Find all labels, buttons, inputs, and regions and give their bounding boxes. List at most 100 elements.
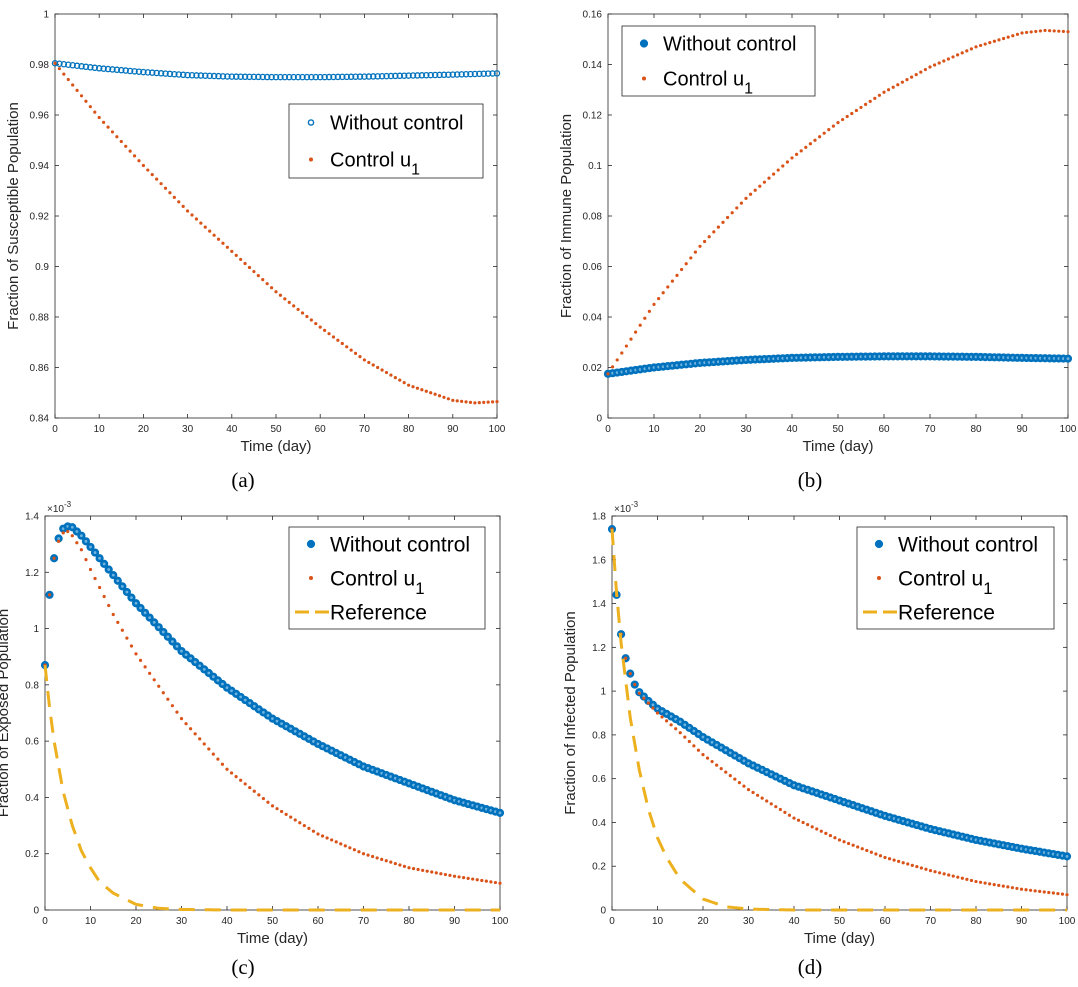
legend-marker-dot [642, 76, 646, 81]
y-tick-label: 1.4 [25, 512, 39, 523]
data-point [471, 70, 479, 78]
data-point [498, 881, 502, 885]
data-point [193, 72, 200, 79]
data-point [847, 841, 851, 846]
data-point [331, 335, 336, 339]
x-tick-label: 20 [694, 424, 706, 435]
data-point [445, 71, 452, 78]
data-point [143, 665, 147, 669]
data-point [938, 871, 942, 875]
y-tick-label: 0.6 [25, 737, 39, 748]
data-point [330, 838, 334, 842]
data-point [186, 209, 190, 213]
data-point [651, 706, 655, 710]
data-point-highlight [719, 746, 723, 749]
x-tick-label: 40 [221, 916, 233, 927]
y-axis-label: Fraction of Susceptible Population [5, 102, 22, 330]
data-point-highlight [728, 751, 732, 755]
data-point [792, 816, 796, 820]
data-point [348, 846, 352, 850]
data-point [687, 739, 691, 744]
y-axis-label: Fraction of Infected Population [562, 611, 579, 814]
legend-entry-control-u: Control u1 [898, 567, 993, 597]
panel-label: (c) [231, 955, 254, 979]
legend-marker-dot [309, 576, 313, 580]
data-point [349, 348, 353, 352]
data-point [135, 68, 143, 75]
data-point [66, 529, 70, 534]
data-point [352, 848, 356, 852]
y-tick-label: 0.88 [30, 313, 50, 324]
y-tick-label: 0.08 [583, 212, 603, 223]
data-point [928, 869, 933, 873]
data-point [733, 777, 737, 781]
data-point-highlight [175, 644, 179, 648]
data-point-highlight [334, 751, 338, 755]
data-point [642, 696, 646, 700]
data-point-highlight [111, 573, 115, 577]
data-point [305, 314, 309, 319]
data-point [162, 70, 169, 77]
reference-line [43, 664, 500, 912]
data-point [339, 73, 346, 81]
series-without-control [607, 525, 1072, 861]
data-point-highlight [756, 766, 759, 770]
data-point [448, 873, 452, 877]
data-point-highlight [262, 711, 265, 714]
data-point [689, 256, 693, 260]
y-tick-label: 0.98 [30, 60, 50, 71]
data-point-highlight [180, 649, 183, 653]
data-point [380, 368, 384, 372]
legend-box [288, 103, 484, 179]
data-point [716, 225, 721, 229]
reference-line [610, 529, 1067, 912]
data-point [198, 737, 202, 741]
data-point [102, 120, 106, 124]
x-tick-label: 100 [1060, 424, 1077, 435]
data-point [71, 83, 75, 87]
data-point [73, 62, 81, 70]
legend-marker-dot [309, 157, 313, 162]
data-point [93, 576, 97, 581]
data-point [878, 854, 883, 858]
data-point [78, 63, 85, 70]
y-tick-label: 0.92 [30, 212, 50, 223]
data-point-highlight [252, 704, 256, 708]
data-point [259, 73, 266, 81]
y-tick-label: 0.2 [592, 862, 606, 873]
x-tick-label: 90 [447, 424, 459, 435]
data-point [299, 73, 306, 81]
data-point [1015, 886, 1019, 891]
x-tick-label: 30 [182, 424, 194, 435]
data-point [992, 39, 997, 43]
data-point [111, 612, 115, 617]
data-point [795, 152, 799, 156]
data-point [1033, 889, 1037, 893]
data-point [787, 813, 792, 817]
data-point [484, 879, 488, 883]
data-point-highlight [353, 760, 356, 764]
data-point-highlight [116, 579, 120, 583]
data-point [280, 809, 284, 814]
data-point [611, 365, 615, 369]
data-point [361, 73, 368, 80]
data-point [131, 68, 138, 75]
data-point-highlight [243, 698, 247, 702]
data-point [431, 71, 439, 79]
data-point [477, 400, 481, 405]
data-point [93, 110, 97, 114]
data-point [175, 710, 179, 714]
data-point [900, 80, 905, 84]
data-point [439, 872, 443, 876]
data-point [91, 64, 99, 72]
data-point-highlight [93, 551, 97, 554]
data-point [860, 847, 864, 851]
data-point [453, 71, 461, 78]
data-point [325, 836, 329, 840]
x-tick-label: 50 [834, 916, 846, 927]
data-point [294, 73, 302, 81]
x-tick-label: 100 [492, 916, 509, 927]
data-point [440, 71, 448, 79]
data-point-highlight [656, 707, 659, 711]
data-point [633, 682, 637, 687]
